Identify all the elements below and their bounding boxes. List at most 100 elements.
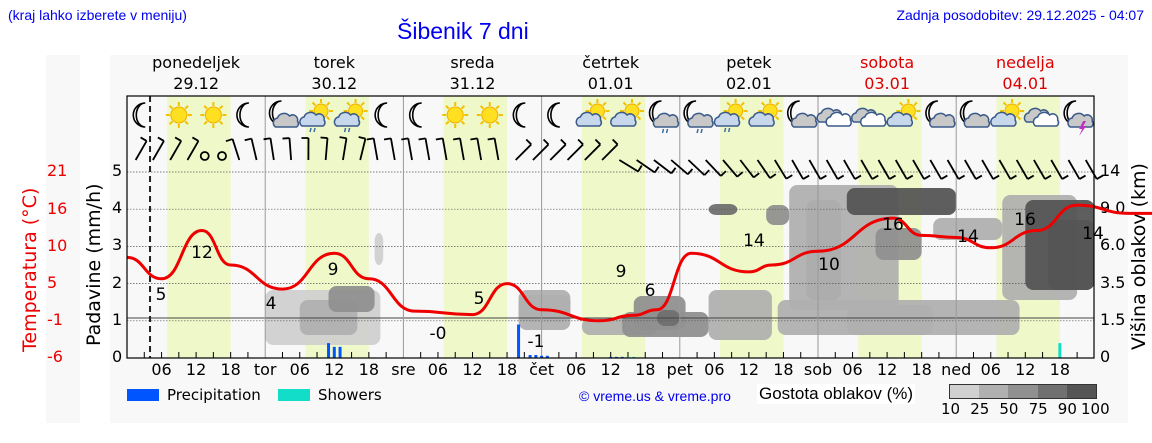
density-tick: 75 [1028, 400, 1048, 418]
calm-wind-icon [217, 151, 227, 161]
sun-icon [476, 102, 503, 128]
sun-icon [200, 102, 227, 128]
density-tick: 90 [1057, 400, 1077, 418]
wind-barb-icon [894, 159, 914, 180]
wind-barb-icon [515, 138, 532, 161]
moon-icon [132, 102, 146, 128]
sun-cloud-icon [610, 99, 644, 127]
day-name: nedelja [995, 53, 1055, 72]
sun-icon [442, 102, 469, 128]
day-name: četrtek [582, 53, 640, 72]
cloud-tick: 3.5 [1100, 272, 1126, 292]
x-tick: sob [803, 360, 833, 379]
sun-icon [165, 102, 192, 128]
day-date: 04.01 [1002, 74, 1049, 93]
sun-cloud-rain-icon [333, 99, 368, 133]
day-header: torek 30.12 [269, 52, 399, 94]
wind-barb-icon [981, 159, 1000, 180]
x-tick: sre [391, 360, 416, 379]
sun-cloud-icon [990, 99, 1025, 127]
wind-barb-icon [843, 159, 862, 180]
wind-barb-icon [282, 137, 293, 161]
x-tick: 12 [600, 360, 621, 379]
wind-barb-icon [774, 159, 793, 180]
wind-barb-icon [722, 159, 744, 178]
x-tick: 18 [496, 360, 518, 379]
precip-tick: 5 [112, 161, 123, 180]
x-tick: 06 [151, 360, 172, 379]
cloud-tick: 6.0 [1100, 235, 1126, 255]
x-tick: 12 [185, 360, 207, 379]
wind-barb-icon [705, 159, 727, 177]
precip-tick: 0 [112, 347, 123, 366]
x-tick: 06 [842, 360, 863, 379]
day-date: 29.12 [173, 74, 219, 93]
moon-cloud-icon [268, 100, 300, 128]
clouds-icon [816, 107, 852, 127]
wind-barb-icon [152, 136, 165, 161]
temp-tick: -6 [47, 347, 63, 366]
wind-barb-icon [618, 159, 643, 173]
wind-barb-icon [532, 138, 550, 161]
wind-barb-icon [169, 136, 182, 161]
wind-barb-icon [383, 137, 396, 161]
temp-value-label: 16 [882, 215, 904, 235]
temp-tick: 10 [47, 236, 68, 255]
temp-value-label: 14 [1082, 224, 1104, 244]
wind-barb-icon [566, 138, 584, 161]
day-name: petek [726, 53, 772, 72]
wind-barb-icon [301, 137, 310, 161]
cloud-tick: 1.5 [1100, 309, 1126, 329]
moon-cloud-icon [959, 100, 991, 128]
day-date: 01.01 [587, 74, 634, 93]
day-date: 31.12 [449, 74, 496, 93]
x-tick: 18 [220, 360, 241, 379]
wind-barb-icon [470, 137, 483, 161]
density-tick: 25 [970, 400, 990, 418]
x-tick: pet [666, 360, 693, 379]
page-title: Šibenik 7 dni [397, 18, 529, 44]
wind-barb-icon [860, 159, 879, 180]
temp-value-label: 4 [266, 294, 277, 314]
temp-value-label: 9 [328, 260, 339, 280]
wind-barb-icon [1033, 159, 1052, 180]
wind-barb-icon [601, 138, 619, 161]
precip-tick: 2 [112, 272, 123, 292]
x-tick: 12 [738, 360, 760, 379]
temp-value-label: 14 [957, 227, 979, 247]
day-header: petek 02.01 [684, 52, 814, 94]
sun-cloud-icon [575, 99, 610, 127]
x-tick: 06 [980, 360, 1001, 379]
temp-value-label: 12 [191, 243, 213, 263]
x-tick: 06 [289, 360, 310, 379]
wind-barb-icon [487, 137, 500, 161]
moon-icon [512, 102, 526, 128]
temp-tick: 16 [47, 199, 68, 218]
x-tick: 12 [1015, 360, 1036, 379]
x-tick: 06 [565, 360, 587, 379]
wind-barb-icon [358, 136, 367, 161]
day-date: 03.01 [864, 74, 910, 93]
last-update: Zadnja posodobitev: 29.12.2025 - 04:07 [896, 7, 1144, 23]
copyright-link[interactable]: © vreme.us & vreme.pro [579, 388, 731, 404]
cloud-density-title: Gostota oblakov (%) [757, 384, 916, 404]
wind-barb-icon [1015, 159, 1035, 180]
day-date: 30.12 [311, 74, 358, 93]
moon-icon [236, 102, 250, 128]
wind-barb-icon [756, 159, 777, 179]
day-name: ponedeljek [152, 53, 241, 72]
precip-tick: 1 [112, 309, 123, 329]
wind-barb-icon [263, 137, 275, 161]
day-name: sreda [450, 53, 495, 72]
temp-tick: -1 [47, 310, 63, 329]
day-name: sobota [860, 53, 915, 72]
menu-hint: (kraj lahko izberete v meniju) [8, 7, 187, 23]
wind-barb-icon [401, 137, 413, 161]
x-tick: 12 [462, 360, 483, 379]
wind-barb-icon [366, 137, 379, 161]
moon-cloud-icon [786, 100, 818, 128]
precip-tick: 3 [112, 235, 123, 255]
cloud-tick: 0 [1100, 347, 1111, 366]
temp-tick: 21 [47, 161, 68, 180]
